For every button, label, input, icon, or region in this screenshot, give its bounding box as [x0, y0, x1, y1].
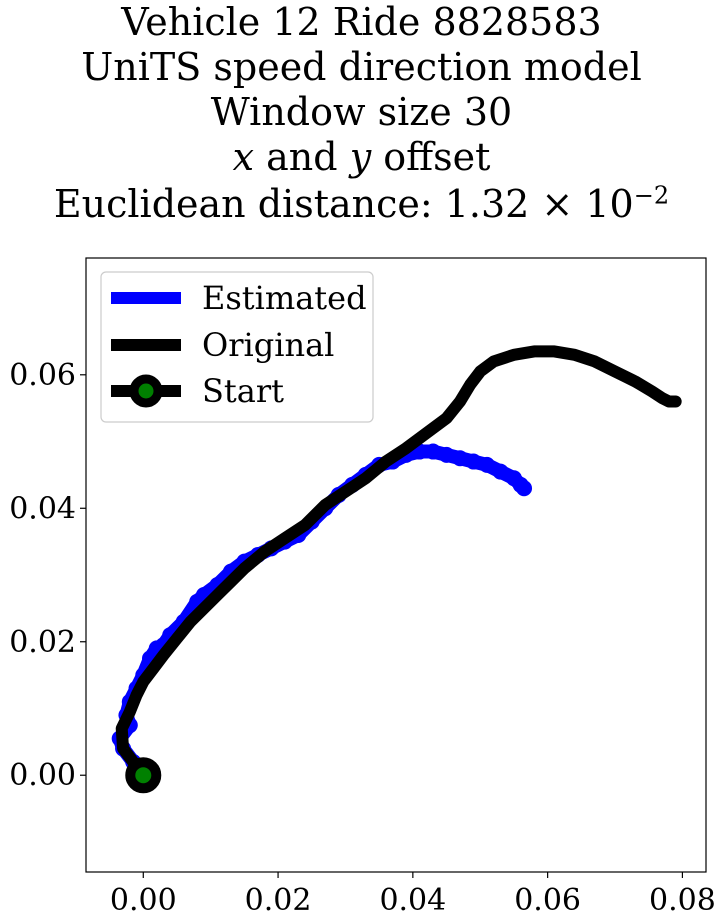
legend-start-label: Start — [202, 372, 284, 410]
estimated-point — [465, 453, 482, 470]
estimated-point — [478, 456, 495, 473]
x-tick-label: 0.08 — [649, 883, 716, 918]
y-tick-label: 0.00 — [9, 758, 76, 793]
estimated-point — [438, 446, 455, 463]
title-line-2: UniTS speed direction model — [81, 45, 642, 89]
title-line-5: Euclidean distance: 1.32 × 10−2 — [0, 182, 723, 227]
estimated-point — [452, 450, 469, 467]
legend-estimated-label: Estimated — [202, 279, 367, 317]
start-point — [125, 757, 162, 794]
estimated-point — [425, 443, 442, 460]
title-x-symbol: x — [232, 135, 255, 179]
original-line — [115, 345, 682, 782]
title-y-symbol: y — [349, 135, 372, 179]
y-tick-label: 0.02 — [9, 625, 76, 660]
series-estimated — [111, 443, 533, 784]
x-tick-label: 0.06 — [514, 883, 581, 918]
series-start — [125, 757, 162, 794]
estimated-point — [492, 463, 509, 480]
title-offset: offset — [371, 135, 491, 179]
legend-original-label: Original — [202, 326, 334, 364]
chart-title: Vehicle 12 Ride 8828583 UniTS speed dire… — [0, 0, 723, 227]
legend-start-marker — [129, 374, 163, 408]
title-euclidean-prefix: Euclidean distance: 1.32 × 10 — [53, 182, 634, 226]
title-line-3: Window size 30 — [210, 90, 513, 134]
title-euclidean-exponent: −2 — [633, 181, 670, 210]
title-and: and — [254, 135, 350, 179]
estimated-point — [516, 480, 533, 497]
title-line-1: Vehicle 12 Ride 8828583 — [121, 0, 602, 44]
legend: Estimated Original Start — [100, 271, 374, 423]
axis-ticks: 0.00 0.02 0.04 0.06 0.08 0.00 0.02 0.04 0.06 — [9, 358, 716, 918]
plot-frame — [85, 257, 707, 873]
legend-box — [100, 271, 374, 423]
y-tick-label: 0.06 — [9, 358, 76, 393]
series-original — [115, 345, 682, 782]
title-line-4: x and y offset — [0, 135, 723, 180]
y-tick-label: 0.04 — [9, 491, 76, 526]
x-tick-label: 0.02 — [245, 883, 312, 918]
x-tick-label: 0.00 — [110, 883, 177, 918]
x-tick-label: 0.04 — [379, 883, 446, 918]
